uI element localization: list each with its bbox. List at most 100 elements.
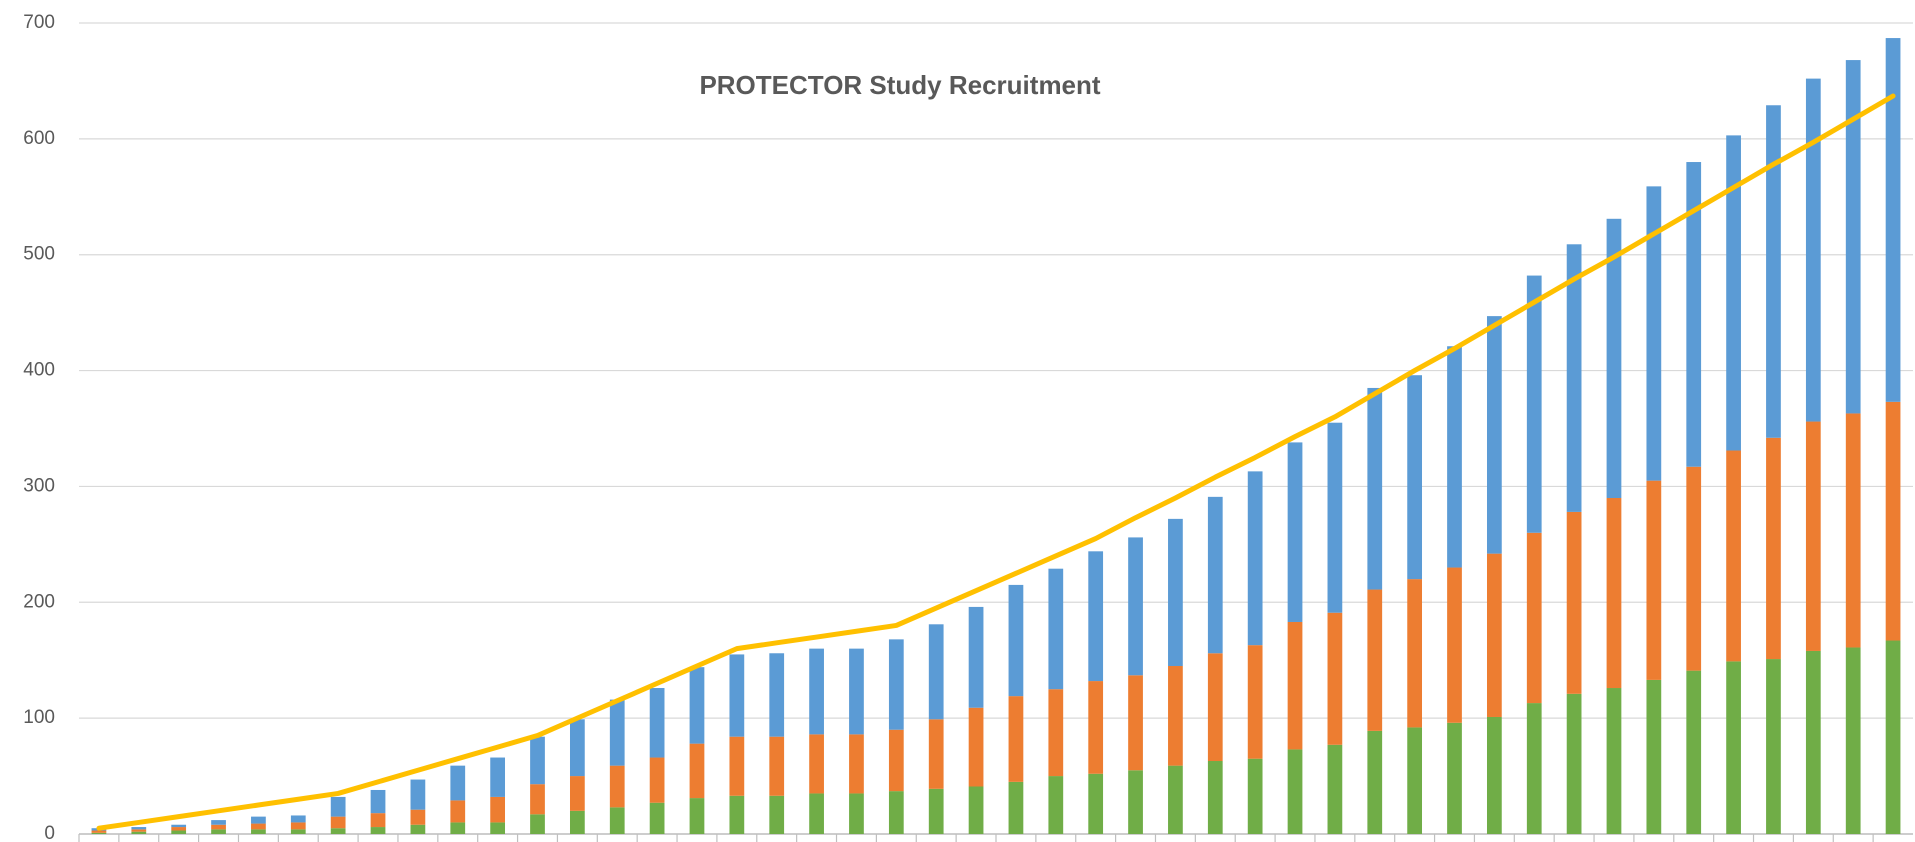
bar-segment [1766, 105, 1781, 438]
bar-segment [1128, 537, 1143, 676]
bar-segment [1447, 722, 1462, 834]
bar-segment [91, 832, 107, 834]
y-tick-label: 200 [23, 591, 55, 612]
bar-segment [1128, 675, 1143, 771]
bar-segment [1646, 480, 1662, 680]
bar-segment [1247, 645, 1263, 759]
bar-segment [1287, 442, 1303, 622]
bar-segment [1327, 744, 1343, 834]
bar-segment [1168, 666, 1183, 766]
bar-segment [1367, 730, 1383, 834]
bar-segment [1526, 275, 1542, 533]
bar-segment [1367, 589, 1383, 731]
bar-segment [131, 831, 147, 834]
bar-segment [1606, 218, 1622, 499]
bar-segment [1726, 661, 1741, 834]
bar-segment [1646, 186, 1662, 481]
y-tick-label: 0 [44, 823, 55, 842]
bar-segment [410, 779, 426, 810]
bar-segment [131, 829, 147, 832]
bar-segment [1008, 584, 1024, 697]
bar-segment [729, 654, 745, 737]
bar-segment [330, 816, 346, 829]
bar-segment [968, 786, 984, 834]
bar-segment [1566, 693, 1582, 834]
bar-segment [689, 798, 705, 834]
bar-segment [91, 830, 107, 833]
bar-segment [649, 802, 665, 834]
bar-segment [569, 719, 585, 777]
bar-segment [330, 828, 346, 834]
bar-segment [1885, 640, 1901, 834]
bar-segment [1526, 532, 1542, 704]
bar-segment [1247, 758, 1263, 834]
bar-segment [1088, 551, 1104, 682]
bar-segment [211, 820, 226, 825]
bar-segment [1845, 413, 1861, 648]
bar-segment [1247, 471, 1263, 646]
bar-segment [131, 827, 147, 830]
bar-segment [1885, 401, 1901, 641]
bar-segment [330, 796, 346, 817]
bar-segment [1128, 770, 1143, 834]
chart-title: PROTECTOR Study Recruitment [699, 70, 1100, 100]
bar-segment [490, 757, 506, 797]
bar-segment [251, 816, 266, 824]
bar-segment [530, 814, 545, 834]
bar-segment [1646, 679, 1662, 834]
bar-segment [290, 822, 306, 830]
bar-segment [769, 653, 785, 737]
bar-segment [928, 624, 944, 720]
bar-segment [1805, 78, 1821, 422]
line-series [96, 93, 1896, 831]
bar-segment [1088, 681, 1104, 774]
bar-segment [1327, 612, 1343, 745]
bar-segment [1686, 670, 1702, 834]
bar-segment [1048, 568, 1064, 690]
bar-segment [1766, 437, 1781, 660]
bar-segment [1287, 621, 1303, 750]
bar-segment [809, 734, 824, 794]
bar-segment [1008, 696, 1024, 782]
bar-segment [1686, 162, 1702, 467]
bar-segment [290, 829, 306, 834]
bar-segment [609, 765, 625, 808]
bar-segment [490, 796, 506, 823]
bar-segment [849, 648, 864, 735]
bar-segment [928, 788, 944, 834]
bar-segment [1885, 38, 1901, 402]
bar-segment [609, 699, 625, 766]
bar-segment [1726, 135, 1741, 451]
bar-segment [370, 789, 386, 814]
bar-segment [729, 736, 745, 796]
y-tick-label: 700 [23, 12, 55, 33]
bar-segment [1486, 316, 1502, 554]
bar-segment [769, 795, 785, 834]
bar-segment [888, 791, 904, 834]
bar-segment [1486, 553, 1502, 717]
bar-segment [1048, 776, 1064, 834]
bar-segment [1805, 421, 1821, 651]
bar-segment [1486, 716, 1502, 834]
bar-segment [968, 606, 984, 708]
bar-segment [809, 648, 824, 735]
y-tick-label: 100 [23, 707, 55, 728]
bar-segment [689, 743, 705, 799]
bar-segment [928, 719, 944, 789]
bar-segment [729, 795, 745, 834]
bar-segment [1367, 387, 1383, 590]
bar-segment [1766, 659, 1781, 834]
bar-segment [290, 815, 306, 823]
bar-segment [530, 736, 545, 785]
y-tick-label: 300 [23, 475, 55, 496]
bar-segment [450, 765, 466, 801]
bar-segment [1207, 761, 1223, 834]
bar-segment [251, 829, 266, 834]
bar-segment [1447, 567, 1462, 723]
bar-segment [1566, 511, 1582, 694]
y-tick-label: 600 [23, 128, 55, 149]
bar-segment [490, 822, 506, 834]
bar-segment [1287, 749, 1303, 834]
bar-segment [1726, 450, 1741, 662]
